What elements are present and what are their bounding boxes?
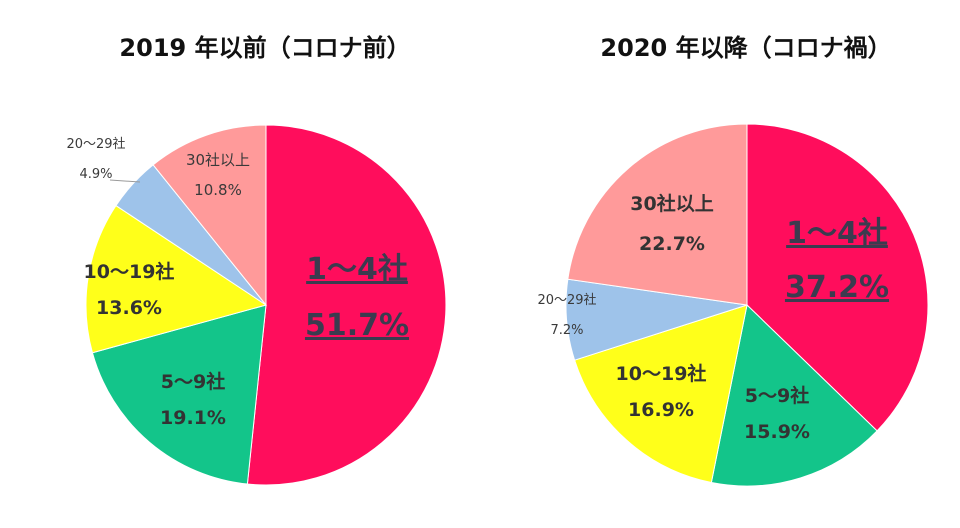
slice-value-label: 10.8% bbox=[194, 181, 242, 199]
slice-value-label: 37.2% bbox=[785, 270, 889, 305]
pie-slice bbox=[246, 124, 447, 486]
slice-value-label: 16.9% bbox=[628, 399, 694, 421]
chart-title-2019: 2019 年以前（コロナ前） bbox=[119, 34, 410, 62]
slice-category-label: 10～19社 bbox=[616, 362, 707, 385]
pie-2020: 1～4社 37.2% 5～9社 15.9% 10～19社 16.9% 20～29社 7.2% 3… bbox=[537, 123, 929, 487]
pie-slice bbox=[567, 123, 748, 306]
pie-slice bbox=[85, 204, 268, 354]
slice-value-label: 51.7% bbox=[305, 308, 409, 343]
slice-value-label: 22.7% bbox=[639, 233, 705, 255]
slice-category-label: 5～9社 bbox=[745, 384, 809, 407]
slice-category-label: 20～29社 bbox=[66, 136, 125, 152]
slice-value-label: 4.9% bbox=[79, 167, 112, 182]
slice-category-label: 20～29社 bbox=[537, 292, 596, 308]
slice-value-label: 13.6% bbox=[96, 297, 162, 319]
pie-slice bbox=[710, 304, 878, 487]
slice-category-label: 1～4社 bbox=[306, 252, 408, 287]
slice-category-label: 30社以上 bbox=[186, 151, 250, 169]
chart-title-2020: 2020 年以降（コロナ禍） bbox=[600, 34, 891, 62]
slice-category-label: 10～19社 bbox=[84, 260, 175, 283]
pie-slice bbox=[91, 304, 267, 485]
slice-category-label: 1～4社 bbox=[786, 216, 888, 251]
slice-value-label: 19.1% bbox=[160, 407, 226, 429]
pie-slice bbox=[152, 124, 267, 307]
slice-value-label: 7.2% bbox=[550, 323, 583, 338]
slice-category-label: 5～9社 bbox=[161, 370, 225, 393]
pie-slice bbox=[573, 304, 748, 484]
label-leader-line bbox=[109, 179, 141, 183]
slice-category-label: 30社以上 bbox=[630, 192, 713, 215]
pie-slice bbox=[746, 123, 929, 432]
slice-value-label: 15.9% bbox=[744, 421, 810, 443]
pie-2019: 1～4社 51.7% 5～9社 19.1% 10～19社 13.6% 20～29社 4.9% 3… bbox=[66, 124, 447, 486]
